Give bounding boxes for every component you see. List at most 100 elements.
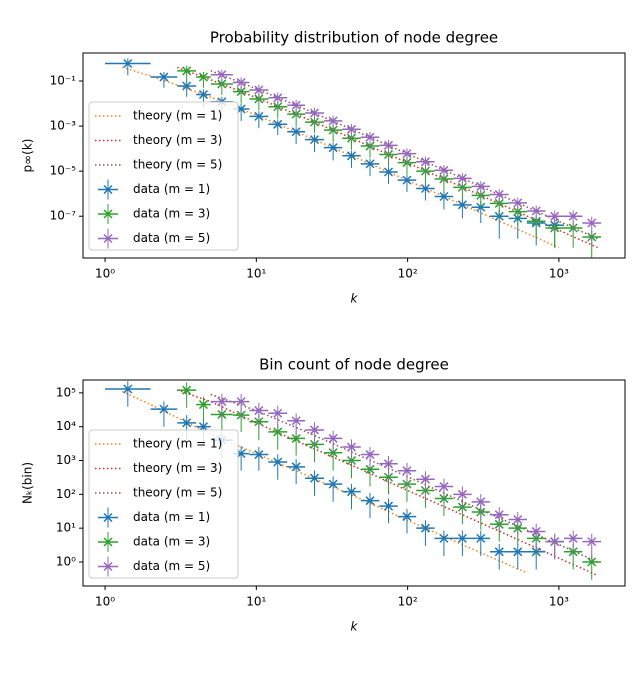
y-tick-label: 10⁻¹ <box>50 74 77 88</box>
data-marker <box>236 397 246 407</box>
data-marker <box>476 181 486 191</box>
data-marker <box>420 474 430 484</box>
data-marker <box>402 466 412 476</box>
y-tick-label: 10⁻⁵ <box>50 164 77 178</box>
subplot: Bin count of node degree k Nₖ(bin) 10⁰ 10¹ 10… <box>21 356 626 634</box>
data-marker <box>476 533 486 543</box>
data-marker <box>383 140 394 150</box>
theory-line <box>210 393 598 563</box>
data-marker <box>420 183 430 194</box>
data-marker <box>182 66 192 76</box>
data-marker <box>182 81 192 91</box>
data-marker <box>273 457 283 467</box>
legend-label: theory (m = 3) <box>133 133 222 147</box>
data-marker <box>198 72 208 82</box>
y-tick-label: 10⁻³ <box>50 119 77 133</box>
legend-label: data (m = 3) <box>133 207 210 221</box>
legend-label: data (m = 1) <box>133 182 210 196</box>
data-marker <box>217 70 227 80</box>
legend-label: data (m = 1) <box>133 510 210 524</box>
x-tick-label: 10² <box>398 595 418 609</box>
theory-line <box>121 390 526 573</box>
theory-line <box>122 66 560 249</box>
y-tick-label: 10⁵ <box>56 385 76 399</box>
legend: theory (m = 1) theory (m = 3) theory (m = … <box>88 101 239 251</box>
x-tick-label: 10⁰ <box>95 267 115 281</box>
data-marker <box>291 416 301 426</box>
legend-label: theory (m = 5) <box>133 486 222 500</box>
data-marker <box>328 433 338 443</box>
data-marker <box>309 108 320 118</box>
data-marker <box>513 514 523 525</box>
data-marker <box>383 501 394 511</box>
data-marker <box>402 175 412 185</box>
data-marker <box>494 510 504 520</box>
data-marker <box>309 135 320 145</box>
data-marker <box>236 77 246 88</box>
data-marker <box>383 459 394 469</box>
data-marker <box>550 537 560 547</box>
data-marker <box>550 211 560 221</box>
data-marker <box>513 198 523 208</box>
data-marker <box>159 404 169 414</box>
data-marker <box>273 427 283 437</box>
legend-swatch <box>103 209 113 219</box>
data-marker <box>587 557 597 567</box>
data-marker <box>457 173 467 183</box>
data-marker <box>254 111 264 121</box>
theory-line <box>210 70 598 240</box>
y-tick-label: 10³ <box>56 453 76 467</box>
data-marker <box>198 400 208 410</box>
legend-box <box>88 101 239 251</box>
chart-title: Probability distribution of node degree <box>210 29 498 47</box>
plot-area <box>105 381 602 580</box>
y-tick-label: 10⁻⁷ <box>50 209 77 223</box>
data-marker <box>273 119 283 129</box>
data-marker <box>346 124 357 134</box>
data-marker <box>328 479 338 489</box>
legend-label: theory (m = 5) <box>133 158 222 172</box>
x-axis-label: k <box>351 292 359 306</box>
data-marker <box>182 418 192 428</box>
theory-line <box>176 66 598 249</box>
data-marker <box>346 487 357 497</box>
data-marker <box>587 218 597 228</box>
data-marker <box>420 523 430 533</box>
data-marker <box>476 497 486 507</box>
legend-swatch <box>103 512 113 523</box>
chart-title: Bin count of node degree <box>259 356 449 374</box>
x-axis-label: k <box>351 620 359 634</box>
x-tick-label: 10¹ <box>246 267 266 281</box>
y-axis-label: p∞(k) <box>21 139 35 173</box>
x-tick-label: 10¹ <box>246 595 266 609</box>
data-marker <box>123 384 133 394</box>
axes-frame <box>82 52 626 259</box>
y-tick-label: 10⁴ <box>56 419 76 433</box>
data-marker <box>420 157 430 167</box>
legend-swatch <box>103 184 113 195</box>
y-tick-label: 10¹ <box>56 521 76 535</box>
data-marker <box>568 211 578 221</box>
legend: theory (m = 1) theory (m = 3) theory (m = … <box>88 429 239 579</box>
data-marker <box>365 450 375 460</box>
data-marker <box>217 397 227 407</box>
data-marker <box>198 90 208 100</box>
data-marker <box>254 450 264 460</box>
theory-line <box>176 389 598 577</box>
data-marker <box>402 512 412 522</box>
legend-label: theory (m = 1) <box>133 437 222 451</box>
y-tick-label: 10⁰ <box>56 554 76 568</box>
data-marker <box>439 191 449 202</box>
data-marker <box>457 489 467 499</box>
data-marker <box>513 547 523 557</box>
data-marker <box>346 151 357 161</box>
data-marker <box>439 482 449 492</box>
data-marker <box>309 473 320 483</box>
legend-swatch <box>103 233 113 244</box>
data-marker <box>365 132 375 142</box>
legend-label: theory (m = 3) <box>133 461 222 475</box>
data-marker <box>346 442 357 452</box>
legend-box <box>88 429 239 579</box>
data-marker <box>182 385 192 395</box>
